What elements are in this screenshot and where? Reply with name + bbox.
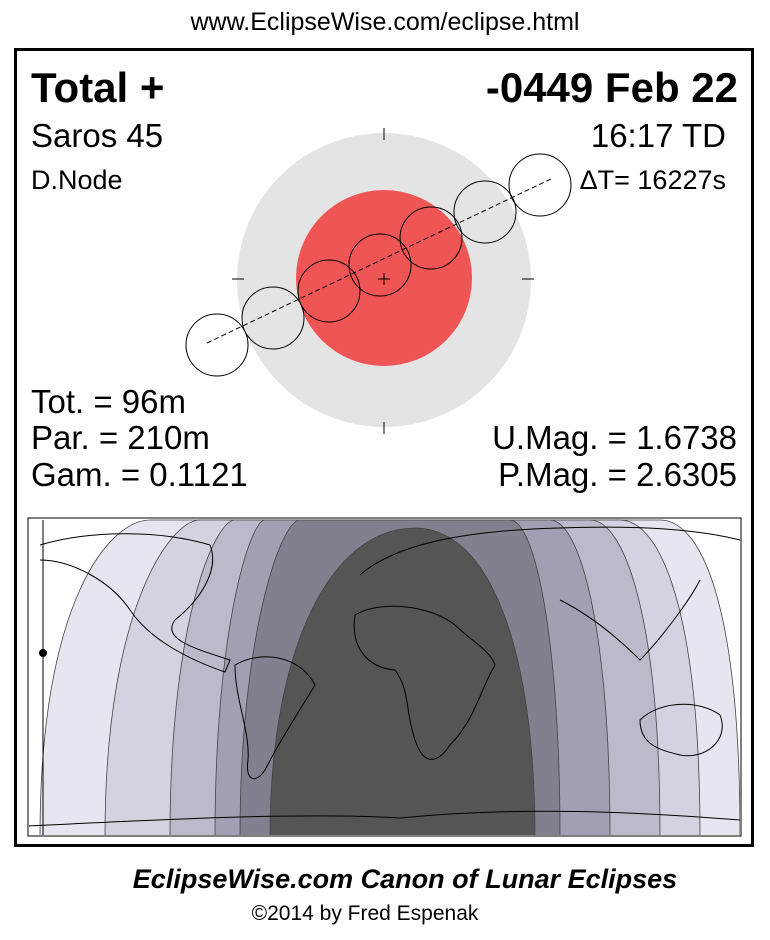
footer-title: EclipseWise.com Canon of Lunar Eclipses	[132, 864, 678, 894]
moon-positions	[185, 153, 572, 377]
continent-outline-south-america	[234, 656, 316, 780]
continent-outline-eurasia	[359, 526, 741, 661]
umbral-magnitude: U.Mag. = 1.6738	[492, 419, 737, 456]
node: D.Node	[31, 165, 123, 195]
moon-position	[399, 206, 463, 270]
continent-outline-antarctica	[28, 810, 741, 827]
moon-position	[348, 233, 412, 297]
page-url[interactable]: www.EclipseWise.com/eclipse.html	[190, 8, 580, 36]
gamma: Gam. = 0.1121	[31, 456, 248, 493]
moon-position	[297, 259, 361, 323]
continent-outline-australia	[639, 703, 723, 757]
footer-copyright: ©2014 by Fred Espenak	[251, 902, 479, 925]
greatest-eclipse-point	[39, 649, 47, 657]
eclipse-panel	[14, 48, 754, 847]
moon-position	[241, 286, 305, 350]
eclipse-date: -0449 Feb 22	[485, 64, 738, 111]
saros-number: Saros 45	[31, 117, 164, 154]
eclipse-time: 16:17 TD	[590, 117, 726, 154]
eclipse-type: Total +	[31, 64, 165, 111]
moon-position	[508, 153, 572, 217]
partial-duration: Par. = 210m	[31, 419, 210, 456]
delta-t: ΔT= 16227s	[579, 165, 726, 195]
continent-outline-north-america	[39, 533, 231, 673]
night-region	[269, 527, 536, 835]
moon-position	[453, 180, 517, 244]
continent-outline-africa	[353, 605, 496, 760]
moon-position	[185, 313, 249, 377]
visibility-map	[27, 517, 742, 837]
penumbral-magnitude: P.Mag. = 2.6305	[498, 456, 737, 493]
totality-duration: Tot. = 96m	[31, 383, 186, 420]
